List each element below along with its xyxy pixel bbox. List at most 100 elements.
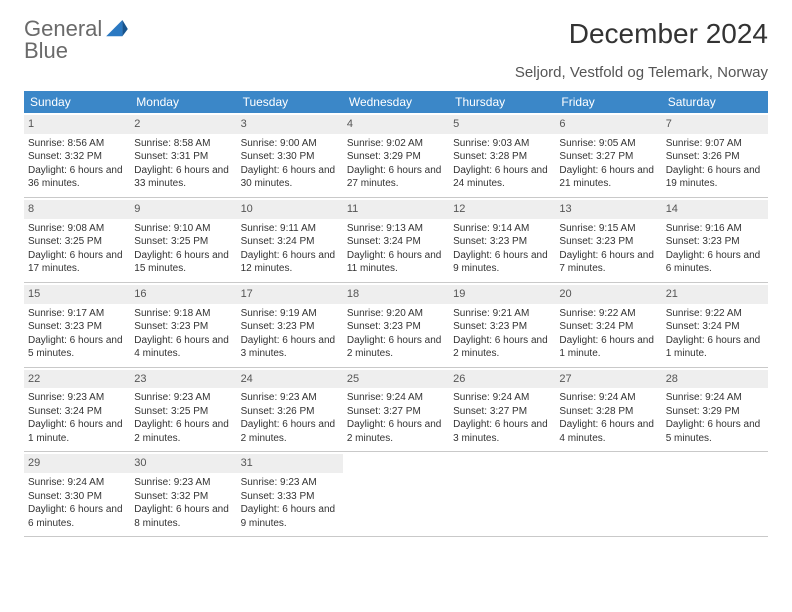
calendar-cell: 18Sunrise: 9:20 AMSunset: 3:23 PMDayligh… — [343, 283, 449, 367]
calendar-day-number: 4 — [343, 115, 449, 134]
calendar-cell-sunset: Sunset: 3:32 PM — [28, 150, 126, 164]
calendar-cell-daylight: Daylight: 6 hours and 5 minutes. — [666, 418, 764, 445]
dayhead-wednesday: Wednesday — [343, 91, 449, 113]
calendar-cell-sunset: Sunset: 3:25 PM — [134, 235, 232, 249]
calendar-cell-daylight: Daylight: 6 hours and 2 minutes. — [453, 334, 551, 361]
calendar-cell: 8Sunrise: 9:08 AMSunset: 3:25 PMDaylight… — [24, 198, 130, 282]
calendar-cell: 16Sunrise: 9:18 AMSunset: 3:23 PMDayligh… — [130, 283, 236, 367]
calendar-cell-daylight: Daylight: 6 hours and 2 minutes. — [347, 418, 445, 445]
calendar-cell-daylight: Daylight: 6 hours and 5 minutes. — [28, 334, 126, 361]
calendar-day-number: 3 — [237, 115, 343, 134]
calendar-day-number: 27 — [555, 370, 661, 389]
calendar-cell-sunset: Sunset: 3:30 PM — [28, 490, 126, 504]
calendar-cell: 25Sunrise: 9:24 AMSunset: 3:27 PMDayligh… — [343, 368, 449, 452]
calendar-cell-sunset: Sunset: 3:23 PM — [347, 320, 445, 334]
calendar-cell-sunset: Sunset: 3:31 PM — [134, 150, 232, 164]
calendar-cell: 24Sunrise: 9:23 AMSunset: 3:26 PMDayligh… — [237, 368, 343, 452]
calendar-cell-sunrise: Sunrise: 9:05 AM — [559, 137, 657, 151]
calendar-cell-sunrise: Sunrise: 9:14 AM — [453, 222, 551, 236]
calendar-day-number: 19 — [449, 285, 555, 304]
calendar-day-number: 18 — [343, 285, 449, 304]
dayhead-thursday: Thursday — [449, 91, 555, 113]
dayhead-sunday: Sunday — [24, 91, 130, 113]
calendar-cell-sunrise: Sunrise: 9:24 AM — [347, 391, 445, 405]
page-subtitle: Seljord, Vestfold og Telemark, Norway — [24, 64, 768, 81]
calendar-cell-sunset: Sunset: 3:24 PM — [28, 405, 126, 419]
calendar-cell-sunrise: Sunrise: 9:23 AM — [241, 391, 339, 405]
calendar-cell-sunset: Sunset: 3:23 PM — [134, 320, 232, 334]
calendar-day-number: 26 — [449, 370, 555, 389]
calendar-cell-daylight: Daylight: 6 hours and 30 minutes. — [241, 164, 339, 191]
calendar-week-row: 1Sunrise: 8:56 AMSunset: 3:32 PMDaylight… — [24, 113, 768, 198]
calendar-cell-daylight: Daylight: 6 hours and 2 minutes. — [134, 418, 232, 445]
calendar-cell: 19Sunrise: 9:21 AMSunset: 3:23 PMDayligh… — [449, 283, 555, 367]
calendar-day-number: 31 — [237, 454, 343, 473]
calendar-cell-sunset: Sunset: 3:25 PM — [134, 405, 232, 419]
brand-logo: General Blue — [24, 18, 128, 62]
calendar-cell-sunrise: Sunrise: 9:24 AM — [453, 391, 551, 405]
calendar-cell: 31 Sunrise: 9:23 AMSunset: 3:33 PMDayligh… — [237, 452, 343, 536]
calendar-day-number: 10 — [237, 200, 343, 219]
calendar-day-number: 8 — [24, 200, 130, 219]
calendar-cell-sunrise: Sunrise: 9:23 AM — [241, 476, 339, 490]
calendar-cell: 10Sunrise: 9:11 AMSunset: 3:24 PMDayligh… — [237, 198, 343, 282]
calendar-cell-sunset: Sunset: 3:24 PM — [559, 320, 657, 334]
calendar-cell-daylight: Daylight: 6 hours and 2 minutes. — [347, 334, 445, 361]
calendar-day-number: 1 — [24, 115, 130, 134]
calendar-cell-sunrise: Sunrise: 9:02 AM — [347, 137, 445, 151]
calendar-cell-daylight: Daylight: 6 hours and 19 minutes. — [666, 164, 764, 191]
calendar-cell: 2Sunrise: 8:58 AMSunset: 3:31 PMDaylight… — [130, 113, 236, 197]
calendar-day-number: 17 — [237, 285, 343, 304]
calendar-cell-sunset: Sunset: 3:23 PM — [453, 235, 551, 249]
calendar-cell-sunset: Sunset: 3:29 PM — [347, 150, 445, 164]
calendar-cell-sunset: Sunset: 3:26 PM — [666, 150, 764, 164]
calendar-day-number: 23 — [130, 370, 236, 389]
calendar-cell-daylight: Daylight: 6 hours and 12 minutes. — [241, 249, 339, 276]
calendar-day-number: 28 — [662, 370, 768, 389]
calendar-cell: 26Sunrise: 9:24 AMSunset: 3:27 PMDayligh… — [449, 368, 555, 452]
calendar-cell-sunrise: Sunrise: 9:10 AM — [134, 222, 232, 236]
calendar-cell-sunset: Sunset: 3:23 PM — [453, 320, 551, 334]
calendar-cell: 5Sunrise: 9:03 AMSunset: 3:28 PMDaylight… — [449, 113, 555, 197]
brand-mark-icon — [106, 20, 128, 38]
calendar-cell: 29Sunrise: 9:24 AMSunset: 3:30 PMDayligh… — [24, 452, 130, 536]
calendar-cell-sunrise: Sunrise: 9:13 AM — [347, 222, 445, 236]
calendar-cell-sunrise: Sunrise: 9:03 AM — [453, 137, 551, 151]
calendar-day-number: 22 — [24, 370, 130, 389]
calendar-day-number: 9 — [130, 200, 236, 219]
calendar-dayhead-row: Sunday Monday Tuesday Wednesday Thursday… — [24, 91, 768, 113]
calendar-cell-sunset: Sunset: 3:23 PM — [666, 235, 764, 249]
calendar-cell: 17Sunrise: 9:19 AMSunset: 3:23 PMDayligh… — [237, 283, 343, 367]
calendar-cell: 9Sunrise: 9:10 AMSunset: 3:25 PMDaylight… — [130, 198, 236, 282]
calendar-day-number: 30 — [130, 454, 236, 473]
calendar-day-number: 29 — [24, 454, 130, 473]
calendar-day-number: 6 — [555, 115, 661, 134]
calendar-cell-daylight: Daylight: 6 hours and 9 minutes. — [241, 503, 339, 530]
calendar-day-number: 20 — [555, 285, 661, 304]
calendar-cell: 21Sunrise: 9:22 AMSunset: 3:24 PMDayligh… — [662, 283, 768, 367]
calendar-cell: 14Sunrise: 9:16 AMSunset: 3:23 PMDayligh… — [662, 198, 768, 282]
calendar-week-row: 15Sunrise: 9:17 AMSunset: 3:23 PMDayligh… — [24, 283, 768, 368]
calendar-cell-sunset: Sunset: 3:33 PM — [241, 490, 339, 504]
calendar-week-row: 22Sunrise: 9:23 AMSunset: 3:24 PMDayligh… — [24, 368, 768, 453]
calendar-week-row: 8Sunrise: 9:08 AMSunset: 3:25 PMDaylight… — [24, 198, 768, 283]
dayhead-monday: Monday — [130, 91, 236, 113]
calendar-cell-sunrise: Sunrise: 9:24 AM — [559, 391, 657, 405]
calendar-cell-daylight: Daylight: 6 hours and 7 minutes. — [559, 249, 657, 276]
calendar-cell-sunrise: Sunrise: 9:17 AM — [28, 307, 126, 321]
calendar-cell — [662, 452, 768, 536]
calendar-cell-sunrise: Sunrise: 9:23 AM — [28, 391, 126, 405]
calendar-cell-sunset: Sunset: 3:27 PM — [347, 405, 445, 419]
calendar-cell: 3Sunrise: 9:00 AMSunset: 3:30 PMDaylight… — [237, 113, 343, 197]
calendar-cell: 1Sunrise: 8:56 AMSunset: 3:32 PMDaylight… — [24, 113, 130, 197]
calendar-cell-sunset: Sunset: 3:29 PM — [666, 405, 764, 419]
calendar-cell-daylight: Daylight: 6 hours and 21 minutes. — [559, 164, 657, 191]
calendar-cell-sunset: Sunset: 3:26 PM — [241, 405, 339, 419]
calendar-cell-daylight: Daylight: 6 hours and 4 minutes. — [559, 418, 657, 445]
calendar-day-number: 21 — [662, 285, 768, 304]
brand-name-line2: Blue — [24, 40, 102, 62]
calendar-cell-sunset: Sunset: 3:23 PM — [28, 320, 126, 334]
calendar-cell: 27Sunrise: 9:24 AMSunset: 3:28 PMDayligh… — [555, 368, 661, 452]
calendar-cell-sunrise: Sunrise: 9:16 AM — [666, 222, 764, 236]
calendar-cell: 4Sunrise: 9:02 AMSunset: 3:29 PMDaylight… — [343, 113, 449, 197]
